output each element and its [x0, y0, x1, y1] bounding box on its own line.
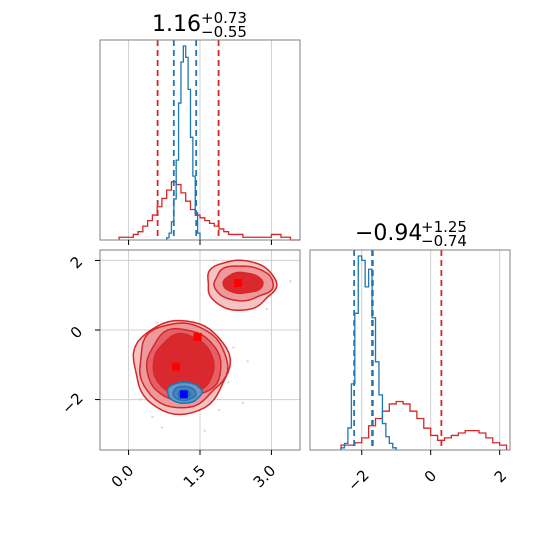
joint-marker-blue: [179, 390, 188, 399]
joint-contour-red-inner-2: [222, 271, 264, 295]
marginal-x-title-plus: +0.73: [201, 9, 247, 27]
marginal-x-title: 1.16: [152, 12, 201, 37]
marginal-y-title-plus: +1.25: [421, 218, 467, 236]
joint-sample-point: [139, 398, 142, 401]
marginal-y-xtick-label: −2: [344, 466, 372, 494]
joint-contour-panel: [95, 249, 301, 455]
marginal-y-xtick-label: 2: [491, 467, 510, 486]
joint-ytick-label: 2: [67, 253, 86, 272]
marginal-x-title-median: 1.16: [152, 12, 201, 37]
joint-xtick-label: 1.5: [180, 462, 210, 492]
joint-sample-point: [151, 415, 154, 419]
joint-xtick-label: 0.0: [108, 462, 138, 492]
joint-sample-point: [160, 426, 164, 429]
joint-sample-point: [241, 401, 245, 405]
marginal-y-title-median: −0.94: [355, 221, 422, 246]
marginal-x-hist-blue: [166, 45, 201, 240]
joint-ytick-label: −2: [58, 389, 86, 417]
joint-sample-point: [203, 429, 206, 433]
joint-xtick-label: 3.0: [250, 462, 280, 492]
marginal-y-frame: [309, 249, 511, 451]
joint-ytick-label: 0: [67, 323, 86, 342]
joint-marker-red: [172, 362, 181, 371]
joint-sample-point: [227, 380, 230, 384]
marginal-y-hist-red: [340, 400, 508, 450]
joint-sample-point: [155, 321, 159, 325]
joint-marker-red: [234, 279, 243, 288]
joint-sample-point: [213, 259, 216, 262]
marginal-y-title: −0.94: [355, 221, 422, 246]
marginal-x-panel: [99, 39, 301, 245]
marginal-y-title-minus: −0.74: [421, 232, 467, 250]
joint-sample-point: [232, 346, 235, 349]
joint-sample-point: [217, 408, 221, 412]
marginal-y-hist-blue: [340, 255, 397, 450]
joint-marker-red: [193, 332, 202, 341]
marginal-y-panel: [309, 249, 511, 455]
joint-sample-point: [265, 307, 268, 311]
marginal-y-xtick-label: 0: [421, 467, 440, 486]
joint-sample-point: [289, 280, 292, 283]
marginal-x-title-minus: −0.55: [201, 23, 247, 41]
joint-sample-point: [246, 360, 249, 363]
marginal-x-hist-red: [118, 181, 300, 241]
